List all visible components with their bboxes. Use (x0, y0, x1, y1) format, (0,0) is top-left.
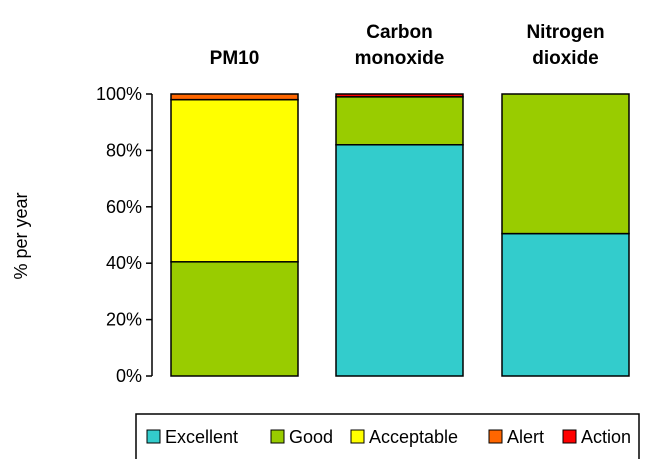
category-title-carbon-monoxide: Carbon (366, 22, 433, 43)
legend-swatch-good (270, 429, 285, 444)
legend-label-good: Good (289, 427, 333, 447)
bars-layer (170, 93, 630, 377)
legend: Excellent Good Acceptable Alert Action (135, 413, 640, 461)
bar-segment-pm10-acceptable (170, 98, 299, 263)
y-tick-label: 20% (106, 310, 142, 330)
category-title-pm10: PM10 (210, 48, 260, 69)
legend-swatch-acceptable (350, 429, 365, 444)
y-tick-label: 100% (96, 84, 142, 104)
legend-label-acceptable: Acceptable (369, 427, 458, 447)
legend-swatch-action (562, 429, 577, 444)
y-tick-label: 60% (106, 197, 142, 217)
legend-swatch-excellent (146, 429, 161, 444)
bar-segment-nitrogen-dioxide-good (501, 93, 630, 235)
bar-segment-pm10-alert (170, 93, 299, 101)
category-title-nitrogen-dioxide: dioxide (532, 48, 599, 69)
category-title-carbon-monoxide: monoxide (355, 48, 445, 69)
y-tick-label: 80% (106, 140, 142, 160)
bar-segment-carbon-monoxide-good (335, 96, 464, 146)
y-axis: 0% 20% 40% 60% 80% 100% % per year (11, 84, 153, 386)
bar-segment-carbon-monoxide-action (335, 93, 464, 98)
legend-label-alert: Alert (507, 427, 544, 447)
bar-segment-pm10-good (170, 261, 299, 377)
y-tick-label: 0% (116, 366, 142, 386)
bar-segment-nitrogen-dioxide-excellent (501, 232, 630, 377)
legend-swatch-alert (488, 429, 503, 444)
legend-label-action: Action (581, 427, 631, 447)
y-axis-title: % per year (11, 192, 31, 279)
bar-segment-carbon-monoxide-excellent (335, 144, 464, 377)
category-title-nitrogen-dioxide: Nitrogen (526, 22, 604, 43)
legend-label-excellent: Excellent (165, 427, 238, 447)
y-tick-label: 40% (106, 253, 142, 273)
category-titles: PM10 Carbon monoxide Nitrogen dioxide (210, 22, 605, 69)
